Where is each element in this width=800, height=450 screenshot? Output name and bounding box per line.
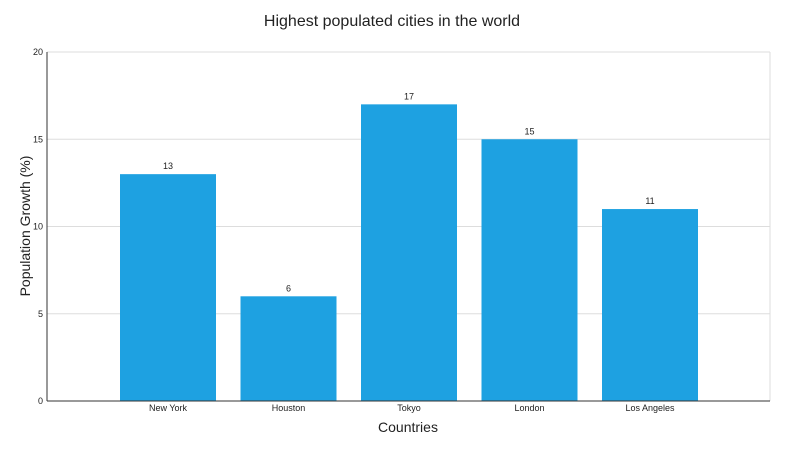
bar <box>120 174 216 401</box>
bar <box>361 104 457 401</box>
bars <box>120 104 698 401</box>
y-tick-label: 20 <box>33 47 43 57</box>
bar <box>240 296 337 401</box>
axes <box>46 52 770 402</box>
bar-value-label: 15 <box>524 126 534 136</box>
x-axis-title: Countries <box>378 419 438 435</box>
y-axis-tick-labels: 0 5 10 15 20 <box>33 47 43 406</box>
y-tick-label: 10 <box>33 222 43 232</box>
chart-title: Highest populated cities in the world <box>264 13 520 30</box>
x-tick-label: Houston <box>272 403 306 413</box>
x-tick-label: Los Angeles <box>625 403 675 413</box>
x-tick-label: London <box>514 403 544 413</box>
bar-value-label: 17 <box>404 91 414 101</box>
bar-value-label: 6 <box>286 283 291 293</box>
bar-value-label: 13 <box>163 161 173 171</box>
y-axis-title: Population Growth (%) <box>17 156 33 297</box>
data-labels: 13 6 17 15 11 <box>163 91 655 293</box>
x-tick-label: Tokyo <box>397 403 421 413</box>
bar-value-label: 11 <box>645 196 654 206</box>
bar <box>602 209 698 401</box>
y-tick-label: 5 <box>38 309 43 319</box>
x-axis-tick-labels: New York Houston Tokyo London Los Angeles <box>149 403 675 413</box>
y-tick-label: 15 <box>33 134 43 144</box>
bar <box>481 139 578 401</box>
x-tick-label: New York <box>149 403 188 413</box>
y-tick-label: 0 <box>38 396 43 406</box>
